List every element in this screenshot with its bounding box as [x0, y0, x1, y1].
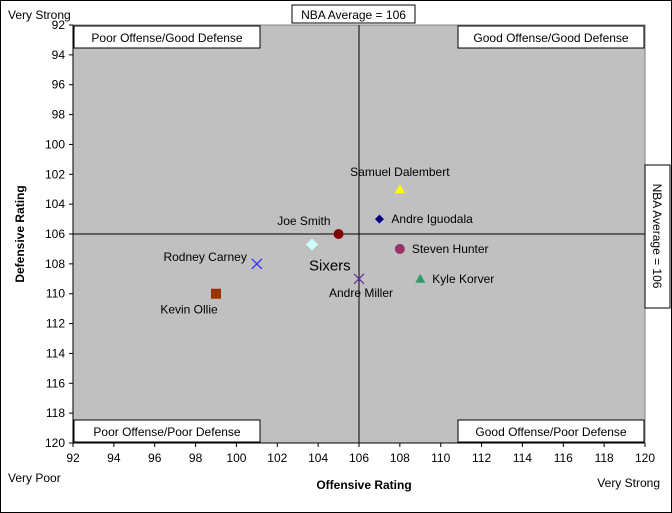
y-axis: 92 94 96 98 100 102 104 106 108 110 112 114 116 118 12…	[45, 18, 74, 450]
x-marker-stroke	[251, 258, 263, 270]
point-sixers: Sixers	[306, 238, 351, 274]
corner-label-bottom-left: Very Poor	[8, 471, 61, 485]
quadrant-label-top-right-box	[457, 25, 645, 49]
x-tick-label: 114	[513, 451, 532, 465]
corner-label-bottom-right: Very Strong	[597, 476, 660, 490]
x-tick-label: 100	[226, 451, 246, 465]
y-tick-label: 106	[45, 227, 65, 241]
quadrant-label-bottom-left-box	[73, 419, 261, 443]
y-tick-label: 96	[52, 78, 66, 92]
nba-average-right-label: NBA Average = 106	[650, 184, 664, 289]
x-axis-title: Offensive Rating	[316, 478, 411, 492]
y-tick-label: 104	[45, 197, 65, 211]
point-label: Rodney Carney	[163, 250, 246, 264]
point-label: Steven Hunter	[412, 242, 489, 256]
y-tick-label: 110	[46, 287, 65, 301]
x-tick-label: 108	[390, 451, 410, 465]
point-andre-miller: Andre Miller	[329, 273, 393, 300]
y-tick-label: 100	[45, 137, 65, 151]
nba-average-top-box	[291, 4, 416, 24]
point-label: Kevin Ollie	[160, 303, 218, 317]
x-tick-label: 110	[431, 451, 450, 465]
nba-average-right-box	[644, 164, 671, 309]
x-tick-label: 118	[595, 451, 614, 465]
reference-lines	[73, 25, 645, 443]
x-axis: 92 94 96 98 100 102 104 106 108 110 112 114 116 118 12…	[66, 442, 655, 465]
point-kyle-korver: Kyle Korver	[415, 272, 494, 286]
quadrant-label-top-left-box	[73, 25, 261, 49]
x-tick-label: 106	[349, 451, 369, 465]
quadrant-label-bottom-right-box	[457, 419, 645, 443]
y-tick-label: 120	[45, 436, 65, 450]
quadrant-labels: Poor Offense/Good Defense Good Offense/Go…	[73, 25, 645, 443]
y-tick-label: 118	[46, 406, 65, 420]
circle-marker	[333, 229, 344, 239]
y-tick-label: 102	[45, 167, 65, 181]
y-tick-label: 114	[46, 346, 65, 360]
y-tick-label: 98	[52, 108, 66, 122]
circle-marker	[394, 243, 405, 254]
point-label: Sixers	[309, 257, 351, 274]
x-tick-label: 98	[189, 451, 203, 465]
y-tick-label: 112	[46, 317, 65, 331]
quadrant-label-top-right: Good Offense/Good Defense	[473, 31, 629, 45]
point-label: Kyle Korver	[432, 272, 494, 286]
y-tick-label: 108	[45, 257, 65, 271]
x-tick-label: 102	[267, 451, 287, 465]
diamond-marker	[306, 238, 319, 251]
quadrant-label-top-left: Poor Offense/Good Defense	[91, 31, 243, 45]
point-rodney-carney: Rodney Carney	[163, 250, 263, 270]
quadrant-label-bottom-right: Good Offense/Poor Defense	[475, 425, 627, 439]
data-points: Samuel Dalembert Andre Iguodala Joe Smith S…	[160, 165, 494, 317]
x-tick-label: 96	[148, 451, 162, 465]
triangle-marker	[394, 184, 405, 194]
y-axis-title: Defensive Rating	[13, 185, 27, 282]
quadrant-label-bottom-left: Poor Offense/Poor Defense	[93, 425, 241, 439]
x-marker-stroke	[353, 273, 365, 285]
point-label: Andre Miller	[329, 286, 393, 300]
point-steven-hunter: Steven Hunter	[394, 242, 489, 256]
point-label: Andre Iguodala	[391, 212, 473, 226]
square-marker	[211, 288, 221, 299]
y-tick-label: 116	[46, 376, 65, 390]
point-andre-iguodala: Andre Iguodala	[374, 212, 473, 226]
y-tick-label: 94	[52, 48, 66, 62]
point-label: Joe Smith	[277, 214, 330, 228]
x-tick-label: 120	[635, 451, 655, 465]
x-tick-label: 112	[472, 451, 491, 465]
x-tick-label: 94	[107, 451, 121, 465]
point-label: Samuel Dalembert	[350, 165, 450, 179]
x-tick-label: 92	[66, 451, 80, 465]
x-tick-label: 104	[308, 451, 328, 465]
y-tick-label: 92	[52, 18, 66, 32]
diamond-marker	[374, 214, 384, 224]
corner-label-top-left: Very Strong	[8, 8, 71, 22]
nba-average-top-label: NBA Average = 106	[301, 8, 406, 22]
point-samuel-dalembert: Samuel Dalembert	[350, 165, 450, 194]
x-tick-label: 116	[554, 451, 573, 465]
point-kevin-ollie: Kevin Ollie	[160, 288, 221, 317]
triangle-marker	[415, 273, 426, 283]
point-joe-smith: Joe Smith	[277, 214, 344, 239]
